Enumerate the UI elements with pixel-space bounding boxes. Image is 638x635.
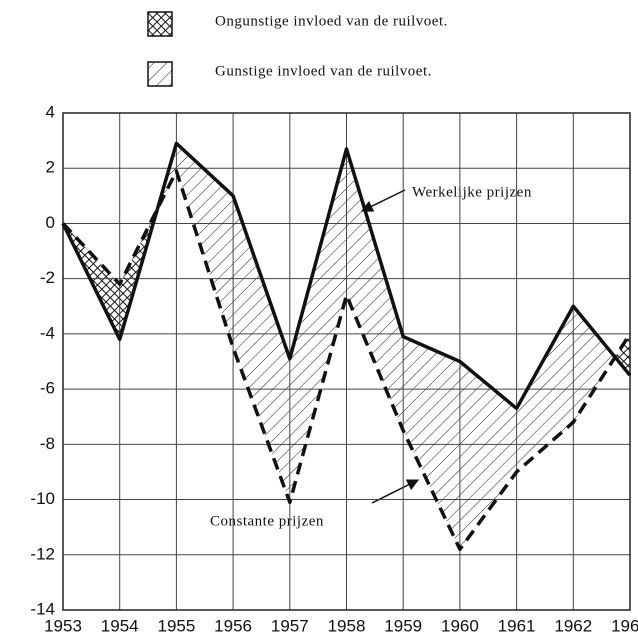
legend-label: Gunstige invloed van de ruilvoet. [215, 63, 432, 79]
difference-area [289, 148, 347, 503]
y-tick-label: -6 [40, 379, 55, 398]
x-tick-label: 1958 [328, 616, 366, 635]
x-tick-label: 1953 [44, 616, 82, 635]
y-tick-label: -2 [40, 268, 55, 287]
legend-swatch [147, 61, 173, 87]
y-tick-label: -10 [30, 489, 55, 508]
y-tick-label: -14 [30, 599, 55, 618]
difference-area [459, 361, 517, 550]
series-annotation: Constante prijzen [210, 513, 324, 529]
series-line [61, 141, 632, 411]
y-tick-label: -4 [40, 323, 55, 342]
y-tick-label: 0 [46, 213, 55, 232]
x-tick-label: 1961 [498, 616, 536, 635]
x-tick-label: 1962 [554, 616, 592, 635]
difference-area [615, 333, 630, 376]
x-tick-label: 1955 [157, 616, 195, 635]
difference-area [176, 143, 234, 348]
series-annotation: Werkelijke prijzen [412, 184, 532, 200]
legend-label: Ongunstige invloed van de ruilvoet. [215, 13, 448, 29]
y-tick-label: 2 [46, 158, 55, 177]
y-tick-label: -12 [30, 544, 55, 563]
legend-swatch [147, 11, 173, 37]
difference-area [233, 195, 290, 503]
x-tick-label: 1956 [214, 616, 252, 635]
difference-area [403, 336, 460, 550]
x-tick-label: 1959 [384, 616, 422, 635]
y-tick-label: -8 [40, 434, 55, 453]
plot-frame [62, 112, 631, 611]
annotation-arrow [360, 189, 406, 212]
x-tick-label: 1954 [101, 616, 139, 635]
x-tick-label: 1960 [441, 616, 479, 635]
difference-area [573, 306, 616, 423]
difference-area [346, 148, 404, 431]
x-tick-label: 1963 [611, 616, 638, 635]
y-tick-label: 4 [46, 102, 55, 121]
x-tick-label: 1957 [271, 616, 309, 635]
